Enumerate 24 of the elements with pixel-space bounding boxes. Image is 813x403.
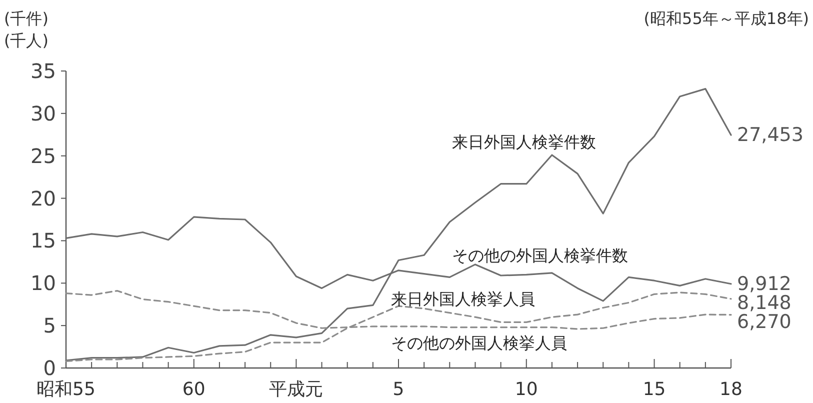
y-tick-label: 20 (30, 186, 56, 210)
x-tick-label: 15 (642, 379, 666, 400)
x-tick-label: 5 (392, 379, 404, 400)
line-series (65, 88, 732, 362)
y-tick-label: 35 (30, 59, 56, 83)
series-label: その他の外国人検挙件数 (452, 246, 628, 266)
y-tick-label: 30 (30, 101, 56, 126)
y-tick-label: 0 (43, 356, 56, 380)
y-tick-label: 5 (43, 314, 56, 338)
x-tick-label: 18 (720, 379, 742, 400)
y-tick-label: 10 (30, 271, 56, 296)
line-series (65, 292, 732, 362)
x-tick-label: 昭和55 (36, 379, 96, 400)
y-tick-label: 25 (30, 144, 56, 168)
series-label: その他の外国人検挙人員 (390, 333, 567, 352)
x-tick-label: 平成元 (269, 379, 324, 400)
series-label: 来日外国人検挙件数 (452, 132, 596, 152)
y-tick-label: 15 (30, 228, 56, 253)
y-axis-title: (千件) (千人) (4, 9, 48, 50)
text: (昭和55年～平成18年) (644, 9, 809, 28)
x-tick-label: 60 (182, 379, 206, 400)
x-tick-label: 10 (514, 379, 538, 400)
annotation: 27,453 (737, 124, 804, 146)
series-label: 来日外国人検挙人員 (390, 289, 535, 308)
